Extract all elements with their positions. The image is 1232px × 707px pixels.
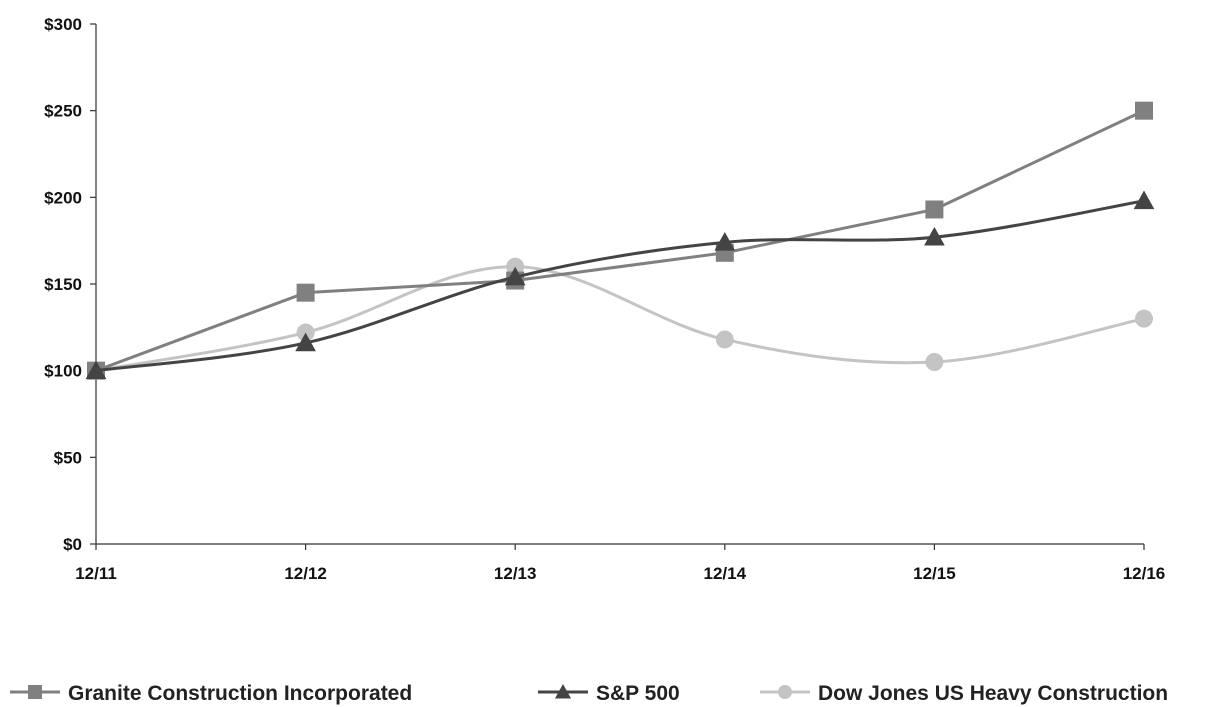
triangle-marker bbox=[924, 226, 945, 246]
legend-circle-marker bbox=[778, 685, 792, 699]
series-circle bbox=[87, 257, 1153, 380]
y-tick-label: $50 bbox=[54, 448, 82, 467]
square-marker bbox=[296, 283, 315, 302]
legend-triangle-marker bbox=[554, 683, 572, 699]
circle-marker bbox=[1135, 309, 1153, 328]
y-tick-label: $250 bbox=[44, 102, 82, 121]
y-tick-label: $0 bbox=[63, 535, 82, 554]
circle-marker bbox=[715, 330, 734, 349]
series-square bbox=[87, 101, 1153, 380]
y-tick-label: $200 bbox=[44, 188, 82, 207]
circle-marker bbox=[296, 323, 315, 342]
x-tick-label: 12/16 bbox=[1123, 564, 1166, 583]
circle-marker bbox=[506, 257, 525, 276]
square-marker bbox=[925, 200, 944, 219]
series-line bbox=[95, 199, 1145, 373]
square-marker bbox=[1135, 101, 1153, 120]
x-tick-label: 12/14 bbox=[704, 564, 747, 583]
series-triangle bbox=[85, 190, 1155, 379]
legend: Granite Construction Incorporated S&P 500… bbox=[10, 682, 1168, 705]
legend-label: S&P 500 bbox=[596, 682, 680, 705]
series-line bbox=[95, 265, 1145, 373]
legend-square-marker bbox=[28, 685, 42, 699]
triangle-marker bbox=[504, 266, 526, 286]
y-tick-label: $300 bbox=[44, 15, 82, 34]
legend-item: Dow Jones US Heavy Construction bbox=[760, 682, 1168, 705]
legend-label: Dow Jones US Heavy Construction bbox=[818, 682, 1168, 705]
y-tick-label: $100 bbox=[44, 362, 82, 381]
legend-label: Granite Construction Incorporated bbox=[68, 682, 412, 705]
triangle-marker bbox=[295, 332, 316, 352]
x-tick-label: 12/15 bbox=[913, 564, 956, 583]
x-tick-label: 12/11 bbox=[75, 564, 117, 583]
legend-item: S&P 500 bbox=[538, 682, 680, 705]
x-tick-label: 12/13 bbox=[494, 564, 537, 583]
series-layer bbox=[85, 101, 1155, 380]
legend-item: Granite Construction Incorporated bbox=[10, 682, 412, 705]
series-line bbox=[95, 109, 1145, 373]
triangle-marker bbox=[714, 232, 736, 251]
circle-marker bbox=[925, 353, 944, 371]
axes: $0 $50 $100 $150 $200 $250 $300 12/11 12/12 12/13… bbox=[44, 15, 1165, 583]
y-tick-label: $150 bbox=[44, 275, 82, 294]
x-tick-label: 12/12 bbox=[284, 564, 327, 583]
triangle-marker bbox=[85, 360, 107, 379]
triangle-marker bbox=[1133, 190, 1155, 210]
